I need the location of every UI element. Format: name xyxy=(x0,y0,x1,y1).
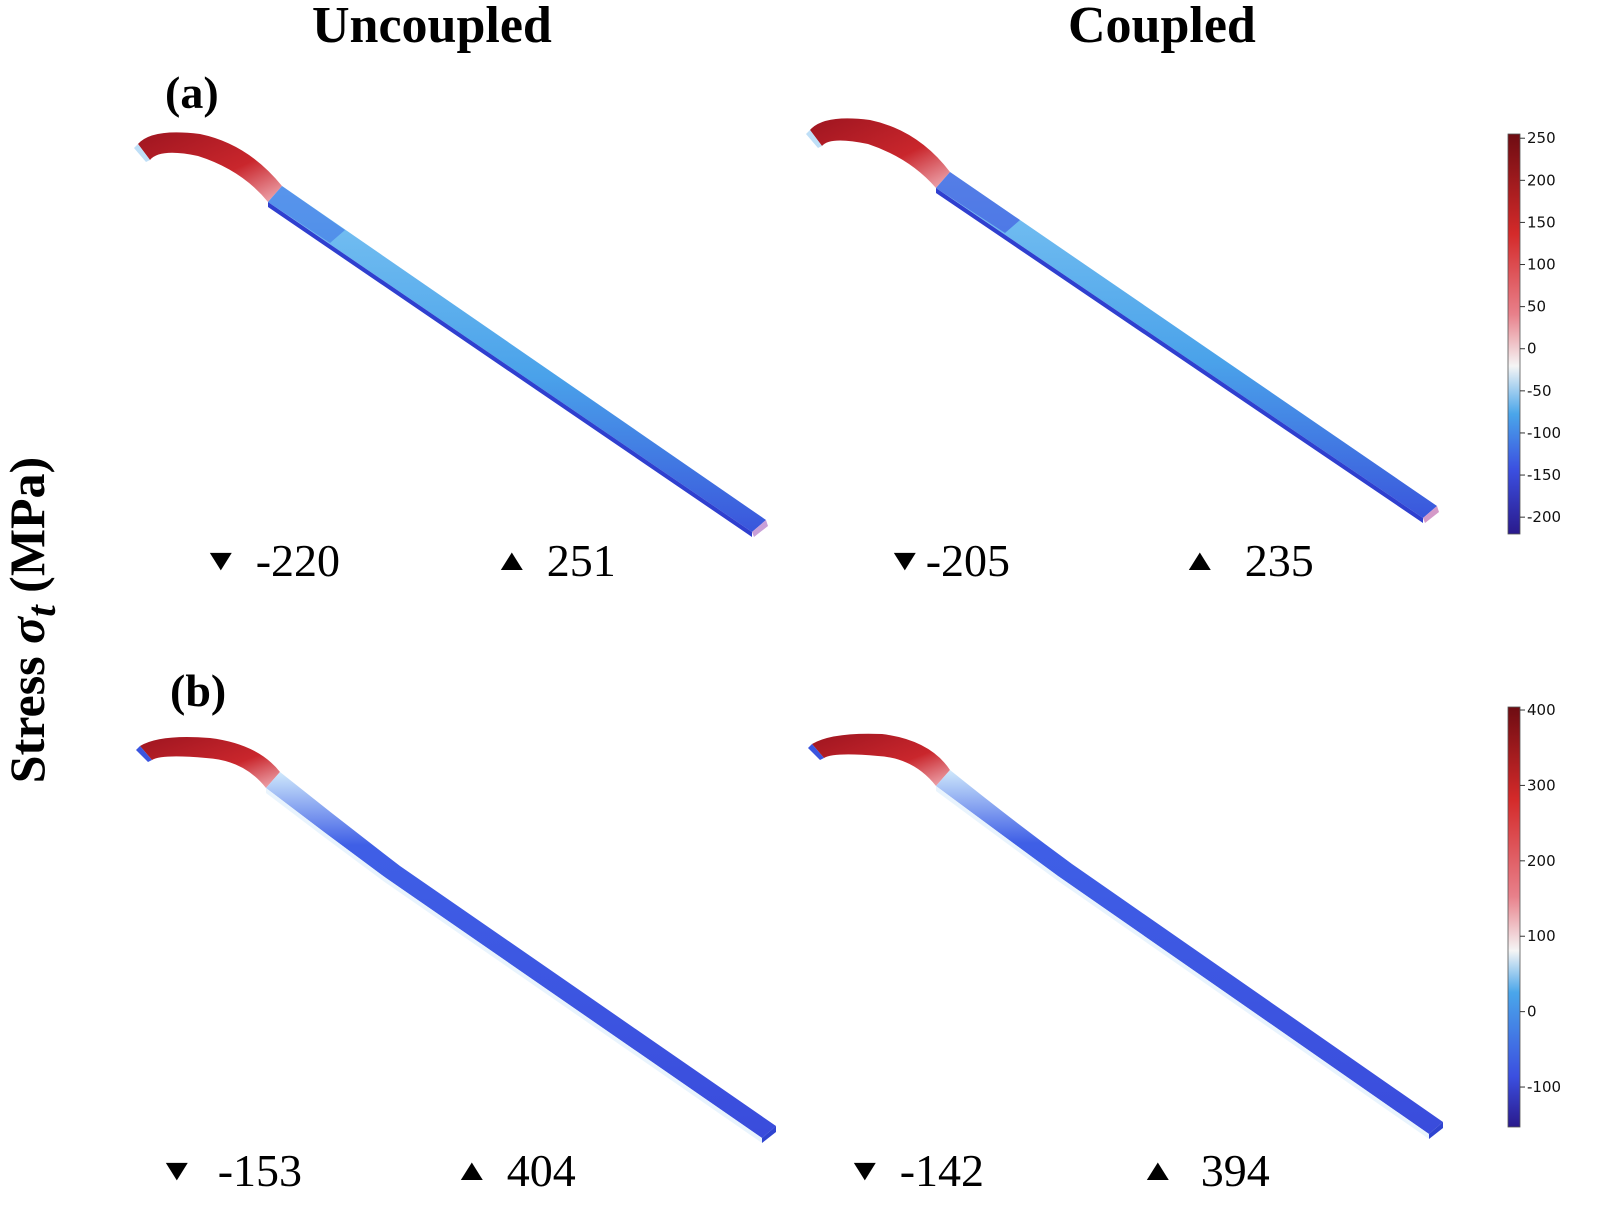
colorbar-b-ticks: 400 300 200 100 0 -100 xyxy=(1520,701,1561,1096)
max-b-uncoupled: ▲ 404 xyxy=(453,1145,576,1196)
min-a-uncoupled: ▼ -220 xyxy=(202,535,341,586)
up-triangle-icon: ▲ xyxy=(1139,1153,1177,1187)
colorbar-tick-label: -100 xyxy=(1527,424,1561,442)
panel-label-b: (b) xyxy=(170,665,227,716)
colorbar-a-ticks: 250 200 150 100 50 0 -50 -100 -150 -200 xyxy=(1520,129,1561,526)
up-triangle-icon: ▲ xyxy=(493,543,531,577)
colorbar-tick-label: 100 xyxy=(1527,256,1556,274)
down-triangle-icon: ▼ xyxy=(886,543,924,577)
colorbar-a xyxy=(1507,133,1521,535)
down-triangle-icon: ▼ xyxy=(846,1153,884,1187)
down-triangle-icon: ▼ xyxy=(158,1153,196,1187)
colorbar-tick-label: -50 xyxy=(1527,382,1552,400)
colorbar-tick-label: 250 xyxy=(1527,129,1556,147)
colorbar-tick-label: 300 xyxy=(1527,776,1556,794)
colorbar-tick-label: 200 xyxy=(1527,852,1556,870)
colorbar-tick-label: 150 xyxy=(1527,213,1556,231)
max-a-uncoupled: ▲ 251 xyxy=(493,535,616,586)
beam-b-uncoupled xyxy=(136,737,776,1143)
colorbar-tick-label: -100 xyxy=(1527,1078,1561,1096)
up-triangle-icon: ▲ xyxy=(453,1153,491,1187)
min-b-uncoupled: ▼ -153 xyxy=(158,1145,303,1196)
colorbar-tick-label: 200 xyxy=(1527,171,1556,189)
min-a-coupled: ▼ -205 xyxy=(886,535,1011,586)
colorbar-b xyxy=(1507,706,1521,1128)
colorbar-tick-label: 50 xyxy=(1527,298,1546,316)
beam-a-coupled xyxy=(806,118,1439,523)
min-b-coupled: ▼ -142 xyxy=(846,1145,985,1196)
colorbar-tick-label: -200 xyxy=(1527,508,1561,526)
colorbar-tick-label: 0 xyxy=(1527,340,1537,358)
panel-label-a: (a) xyxy=(165,67,219,118)
column-title-coupled: Coupled xyxy=(1068,0,1256,54)
column-title-uncoupled: Uncoupled xyxy=(312,0,552,54)
down-triangle-icon: ▼ xyxy=(202,543,240,577)
colorbar-tick-label: 100 xyxy=(1527,927,1556,945)
colorbar-tick-label: -150 xyxy=(1527,466,1561,484)
beam-b-coupled xyxy=(808,733,1443,1139)
colorbar-tick-label: 0 xyxy=(1527,1003,1537,1021)
max-b-coupled: ▲ 394 xyxy=(1139,1145,1270,1196)
colorbar-tick-label: 400 xyxy=(1527,701,1556,719)
beam-a-uncoupled xyxy=(134,132,768,537)
up-triangle-icon: ▲ xyxy=(1181,543,1219,577)
max-a-coupled: ▲ 235 xyxy=(1181,535,1314,586)
